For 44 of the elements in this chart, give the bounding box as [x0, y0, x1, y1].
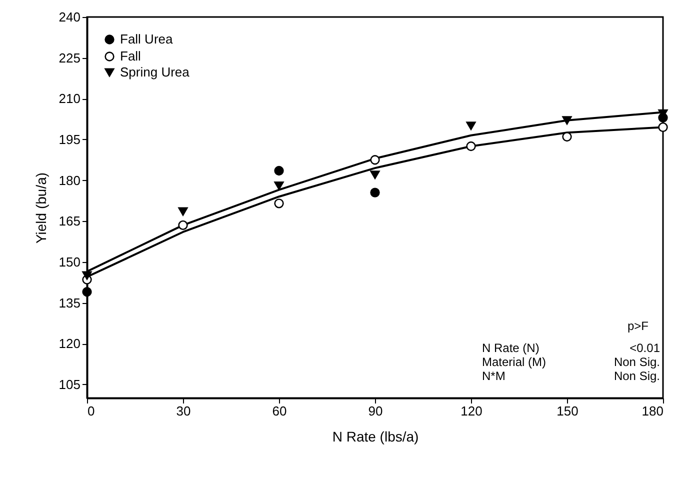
x-tick-label: 120	[460, 404, 482, 418]
annotation: Material (M)	[482, 355, 546, 369]
x-tick-label: 90	[368, 404, 383, 418]
legend-label: Fall	[120, 48, 142, 64]
x-tick-label: 180	[642, 404, 664, 418]
point	[82, 271, 92, 280]
point	[658, 122, 668, 132]
point	[466, 141, 476, 152]
point	[178, 207, 188, 216]
annotation: N*M	[482, 369, 506, 383]
y-tick-label: 135	[58, 295, 80, 310]
y-tick-label: 165	[58, 214, 80, 229]
point	[370, 170, 380, 180]
point	[370, 188, 380, 198]
annotation: N Rate (N)	[482, 341, 540, 355]
y-tick-label: 120	[58, 336, 80, 352]
annotation: p>F	[627, 319, 649, 333]
y-axis-title: Yield (bu/a)	[32, 172, 49, 244]
point	[82, 287, 92, 297]
point	[178, 220, 188, 230]
point	[274, 166, 284, 176]
y-tick-label: 240	[58, 10, 80, 24]
point	[274, 181, 284, 190]
point	[466, 122, 476, 130]
annotation: <0.01	[630, 341, 660, 355]
y-tick-label: 225	[58, 50, 80, 66]
point	[562, 132, 572, 142]
y-tick-label: 180	[58, 172, 80, 188]
annotation: Non Sig.	[614, 355, 660, 369]
y-tick-label: 105	[58, 376, 80, 392]
y-tick-label: 150	[58, 254, 80, 270]
y-tick-label: 210	[58, 91, 80, 106]
y-tick-label: 195	[58, 132, 80, 147]
point	[274, 198, 284, 208]
x-tick-label: 150	[556, 404, 578, 418]
annotation: Non Sig.	[614, 369, 660, 383]
legend-label: Fall Urea	[120, 32, 174, 46]
x-tick-label: 60	[272, 404, 287, 418]
x-tick-label: 30	[176, 404, 191, 418]
legend-label: Spring Urea	[120, 64, 190, 80]
point	[370, 155, 380, 165]
x-axis-title: N Rate (lbs/a)	[332, 428, 419, 444]
x-tick-label: 0	[88, 404, 95, 418]
point	[562, 116, 572, 125]
